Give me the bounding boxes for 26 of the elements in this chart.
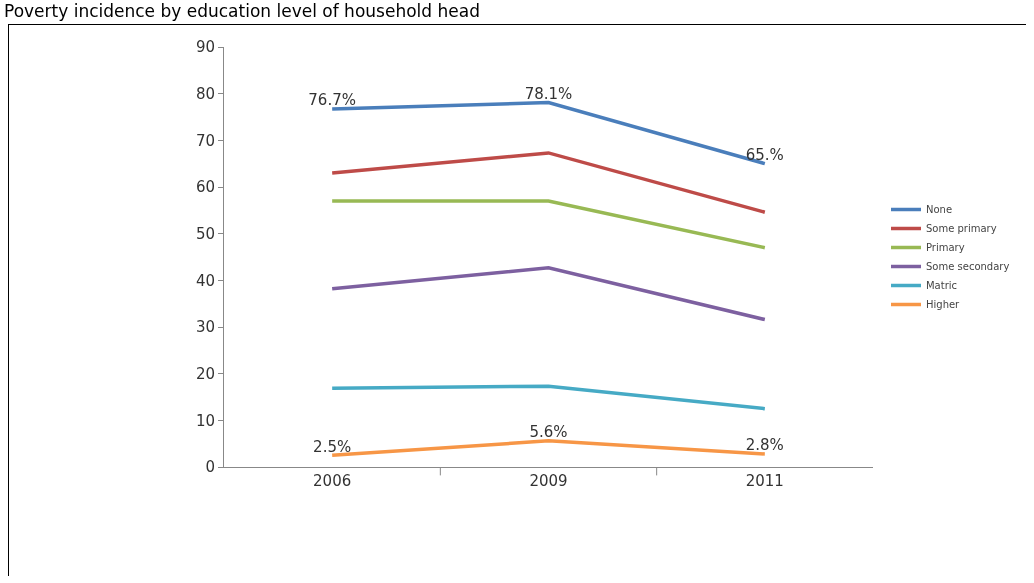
- data-label: 2.8%: [745, 436, 784, 455]
- y-tick-label: 10: [195, 411, 215, 430]
- y-tick-label: 70: [195, 131, 215, 150]
- x-tick-label: 2009: [529, 472, 568, 490]
- chart-title: Poverty incidence by education level of household head: [3, 0, 481, 22]
- y-tick-label: 60: [195, 178, 215, 197]
- x-tick-label: 2006: [313, 472, 352, 490]
- legend-label: Matric: [925, 280, 958, 292]
- data-label: 2.5%: [313, 437, 352, 456]
- y-tick-label: 20: [195, 364, 215, 383]
- data-label: 78.1%: [524, 84, 573, 103]
- legend-label: Some secondary: [925, 261, 1010, 273]
- legend-label: Higher: [925, 299, 961, 311]
- y-tick-label: 50: [195, 224, 215, 243]
- legend-label: None: [925, 204, 953, 216]
- y-tick-label: 30: [195, 318, 215, 337]
- x-tick-label: 2011: [745, 472, 784, 490]
- legend-label: Some primary: [925, 223, 997, 235]
- legend-label: Primary: [925, 242, 965, 254]
- y-tick-label: 90: [195, 38, 215, 57]
- y-tick-label: 80: [195, 84, 215, 103]
- data-label: 76.7%: [308, 91, 356, 110]
- data-label: 5.6%: [529, 423, 568, 442]
- y-tick-label: 40: [195, 271, 215, 290]
- data-label: 65.%: [745, 145, 784, 164]
- y-tick-label: 0: [205, 458, 215, 477]
